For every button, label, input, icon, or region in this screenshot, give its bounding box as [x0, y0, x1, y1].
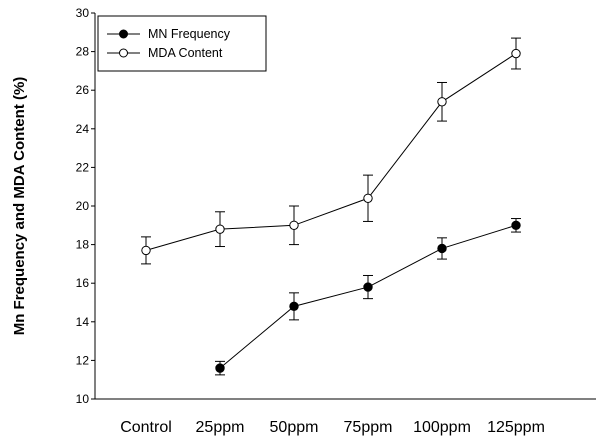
data-point-mda-content [141, 245, 151, 256]
data-point-mda-content [215, 224, 225, 234]
y-tick-label: 10 [76, 392, 90, 406]
y-tick-label: 22 [76, 160, 90, 174]
y-tick-label: 12 [76, 353, 90, 367]
data-point-mda-content [289, 220, 299, 231]
x-category-labels: Control 25ppm 50ppm 75ppm 100ppm 125ppm [120, 419, 545, 436]
y-tick-label: 20 [76, 199, 90, 213]
legend-label-mn-frequency: MN Frequency [148, 27, 231, 41]
y-tick-label: 18 [76, 238, 90, 252]
x-category-label: 25ppm [196, 419, 245, 436]
y-axis-title: Mn Frequency and MDA Content (%) [11, 77, 28, 336]
legend: MN Frequency MDA Content [97, 15, 267, 72]
y-tick-label: 30 [76, 6, 90, 20]
series-layer [141, 37, 521, 376]
data-point-mn-frequency [363, 282, 373, 292]
series-line-mda-content [145, 53, 517, 251]
y-tick-label: 16 [76, 276, 90, 290]
data-point-mda-content [437, 97, 447, 107]
legend-label-mda-content: MDA Content [148, 46, 223, 60]
series-mn-frequency [215, 218, 521, 376]
x-category-label: 125ppm [487, 419, 545, 436]
legend-marker-mda-content [119, 48, 128, 58]
data-point-mda-content [363, 193, 373, 203]
data-point-mda-content [511, 48, 521, 59]
data-point-mn-frequency [215, 363, 225, 373]
y-tick-label: 26 [76, 83, 90, 97]
series-mda-content [141, 37, 521, 265]
x-category-label: 75ppm [344, 419, 393, 436]
y-ticks: 10 12 14 16 18 20 22 24 26 28 30 [76, 6, 95, 406]
x-category-label: Control [120, 419, 172, 436]
data-point-mn-frequency [511, 220, 521, 231]
data-point-mn-frequency [437, 243, 447, 254]
y-tick-label: 14 [76, 315, 90, 329]
legend-box [97, 15, 267, 72]
x-category-label: 100ppm [413, 419, 471, 436]
plot-area: 10 12 14 16 18 20 22 24 26 28 30 Control 25ppm 50ppm… [76, 6, 596, 436]
y-tick-label: 24 [76, 122, 90, 136]
x-category-label: 50ppm [270, 419, 319, 436]
y-tick-label: 28 [76, 45, 90, 59]
data-point-mn-frequency [289, 301, 299, 312]
legend-marker-mn-frequency [119, 29, 128, 39]
